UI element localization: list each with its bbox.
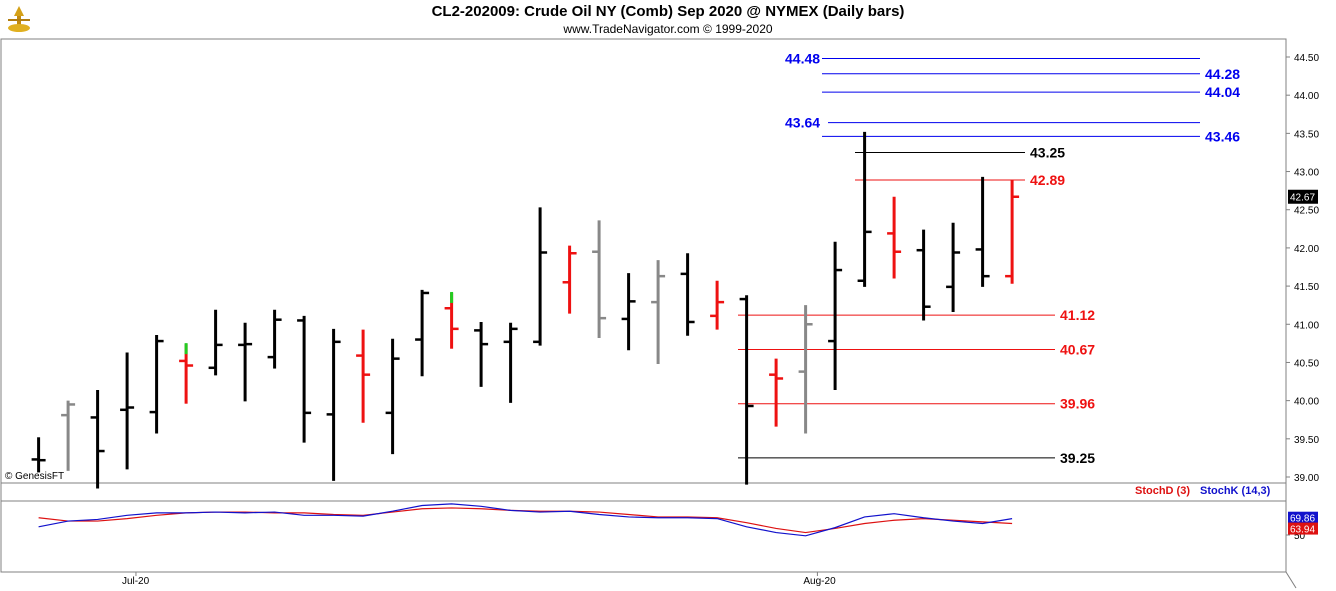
chart-subtitle: www.TradeNavigator.com © 1999-2020 [563,22,773,36]
watermark-text: © GenesisFT [5,471,64,482]
price-tick-label: 44.50 [1294,53,1319,64]
price-tick-label: 42.00 [1294,244,1319,255]
level-label: 43.64 [785,115,820,131]
price-tick-label: 42.50 [1294,206,1319,217]
level-label: 44.04 [1205,84,1240,100]
price-axis: 39.00 39.50 40.00 40.50 41.00 41.50 42.00 42.50… [1286,53,1319,484]
ohlc-bar [385,338,400,455]
indicator-panel-frame [0,500,1287,573]
ohlc-bar [739,295,754,485]
level-label: 44.28 [1205,66,1240,82]
ohlc-bar [621,273,636,351]
ohlc-bar [562,245,577,314]
ohlc-bar [149,334,164,434]
price-tick-label: 44.00 [1294,91,1319,102]
price-tick-label: 41.00 [1294,320,1319,331]
level-lines: 44.48 44.28 44.04 43.64 43.46 43.25 42.89 41.12… [738,51,1240,466]
ohlc-bars [31,131,1020,489]
ohlc-bar [208,309,223,376]
chart-header: CL2-202009: Crude Oil NY (Comb) Sep 2020… [0,0,1336,40]
stoch-k-legend: StochK (14,3) [1200,485,1271,497]
price-tick-label: 40.00 [1294,397,1319,408]
price-tick-label: 39.50 [1294,435,1319,446]
ohlc-bar [61,400,76,471]
date-axis: Jul-20 Aug-20 [122,572,836,587]
stoch-k-tag [1288,511,1318,524]
date-tick-label: Aug-20 [803,576,836,587]
level-label: 42.89 [1030,172,1065,188]
axis-corner [1285,571,1297,589]
stoch-k-line [38,503,1013,537]
stoch-k-value: 69.86 [1290,514,1315,525]
ohlc-bar [503,322,518,403]
last-price-label: 42.67 [1290,193,1315,204]
ohlc-bar [533,207,548,346]
ohlc-bar [651,260,666,364]
ohlc-bar [946,222,961,313]
stoch-d-tag [1288,522,1318,535]
ohlc-bar [474,321,489,387]
stoch-tick-label: 50 [1294,531,1306,542]
ohlc-bar [916,229,931,321]
level-label: 39.96 [1060,396,1095,412]
ohlc-bar [1005,179,1020,284]
level-label: 44.48 [785,51,820,67]
price-tick-label: 41.50 [1294,282,1319,293]
level-label: 43.25 [1030,144,1065,160]
price-tick-label: 43.50 [1294,129,1319,140]
stoch-d-value: 63.94 [1290,525,1315,536]
ohlc-bar [828,241,843,390]
ohlc-bar [356,329,371,423]
ohlc-bar [769,358,784,427]
ohlc-bar [680,253,695,336]
ohlc-bar [592,220,607,339]
level-label: 40.67 [1060,341,1095,357]
price-panel-frame [0,38,1287,484]
ohlc-bar [415,289,430,377]
ohlc-bar [798,305,813,434]
stoch-d-legend: StochD (3) [1135,485,1190,497]
ohlc-bar [887,196,902,279]
ohlc-bar [267,309,282,369]
price-tick-label: 40.50 [1294,358,1319,369]
ohlc-bar [710,280,725,330]
chart-title: CL2-202009: Crude Oil NY (Comb) Sep 2020… [431,3,905,20]
price-tick-label: 39.00 [1294,473,1319,484]
ohlc-bar [31,437,46,473]
price-tick-label: 43.00 [1294,168,1319,179]
ohlc-bar [120,352,135,470]
level-label: 41.12 [1060,307,1095,323]
level-label: 43.46 [1205,128,1240,144]
ohlc-bar [90,389,105,489]
level-label: 39.25 [1060,450,1095,466]
ohlc-bar [857,131,872,287]
ohlc-bar [238,322,253,402]
ohlc-bar [975,176,990,287]
ohlc-bar [326,328,341,481]
date-tick-label: Jul-20 [122,576,150,587]
ohlc-bar [297,315,312,443]
indicator-legend-bar [0,482,1287,502]
last-price-tag [1288,189,1318,204]
trade-navigator-logo-icon [4,4,34,39]
